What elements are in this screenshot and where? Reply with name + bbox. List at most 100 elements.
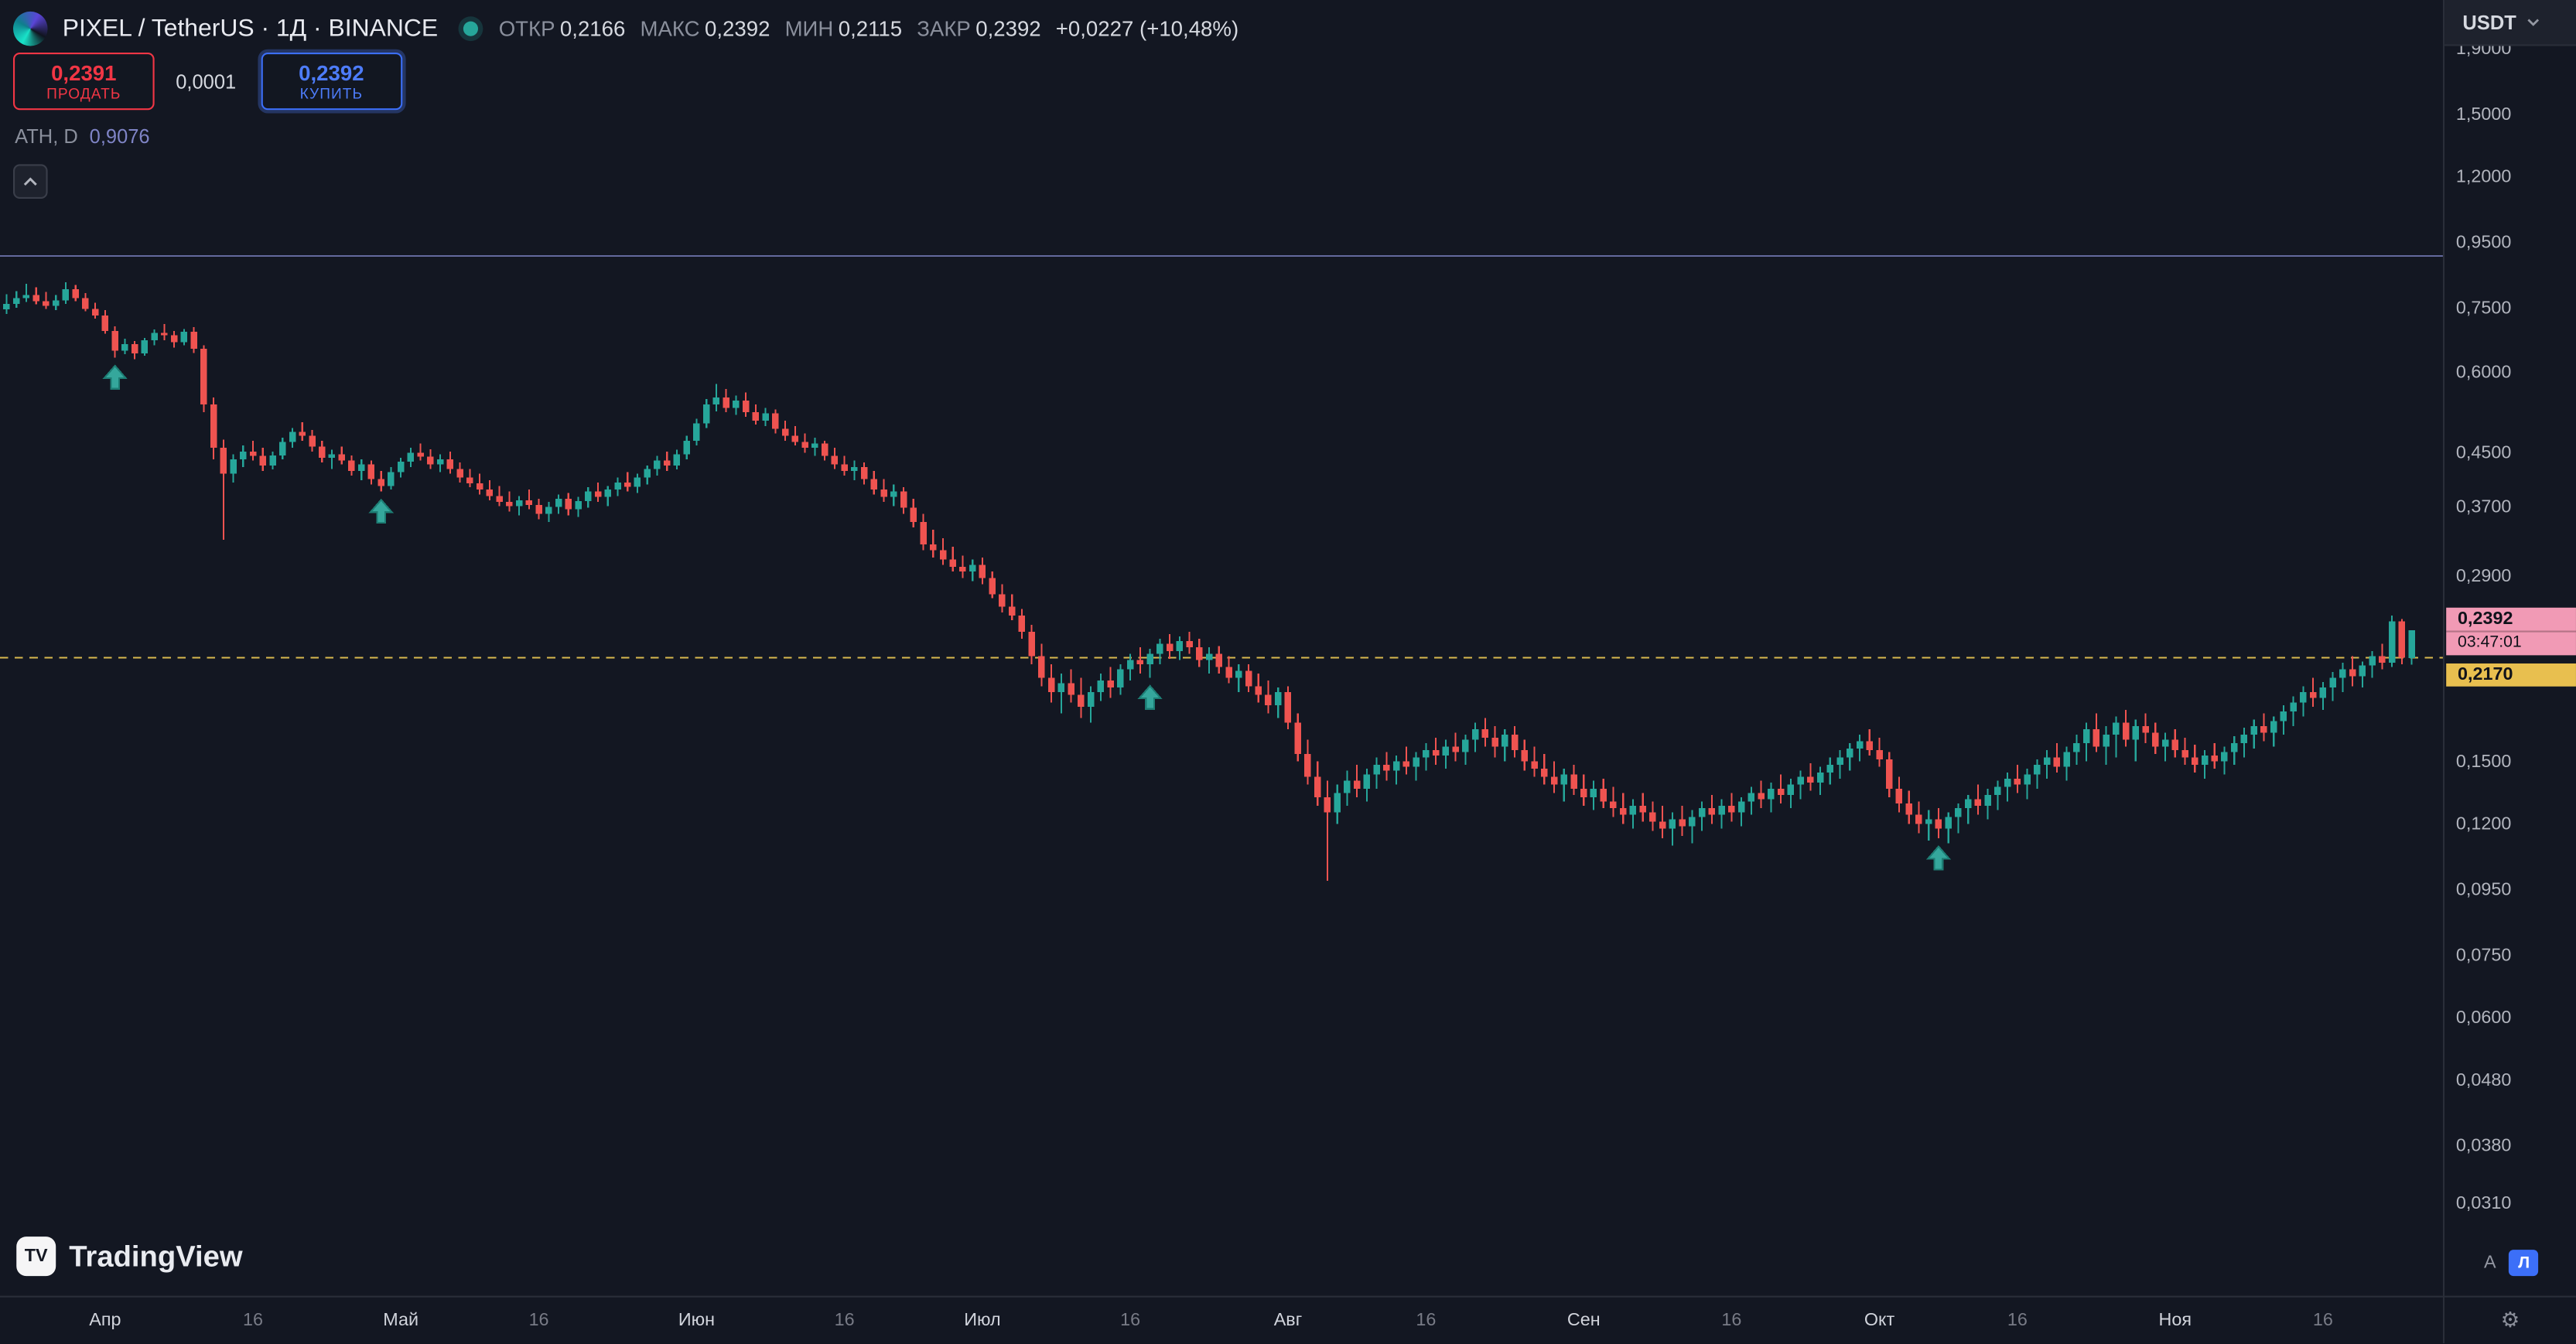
- price-tick-label: 0,6000: [2455, 362, 2512, 382]
- candle-body: [723, 397, 729, 408]
- close-value: 0,2392: [975, 15, 1041, 41]
- candle-body: [427, 456, 434, 465]
- axis-settings-gear-icon[interactable]: ⚙: [2500, 1307, 2520, 1332]
- market-status-icon[interactable]: [462, 20, 478, 36]
- candle-body: [2250, 725, 2257, 735]
- candle-body: [190, 331, 197, 350]
- candle-body: [1580, 788, 1587, 797]
- currency-unit-toggle[interactable]: USDT: [2444, 0, 2576, 46]
- price-axis[interactable]: 1,9000 1,5000 1,2000 0,9500 0,7500 0,6000 0,45…: [2442, 0, 2576, 1298]
- candle-body: [1047, 677, 1055, 692]
- candle-body: [2319, 687, 2327, 698]
- chevron-down-icon: [2526, 19, 2539, 26]
- candle-body: [2181, 750, 2188, 758]
- auto-scale-button[interactable]: А: [2484, 1253, 2496, 1273]
- candle-body: [634, 477, 641, 487]
- ohlc-values: ОТКР 0,2166 МАКС 0,2392 МИН 0,2115 ЗАКР …: [499, 15, 1254, 40]
- candle-body: [1057, 683, 1065, 692]
- candle-body: [32, 295, 39, 302]
- candle-body: [1876, 750, 1883, 759]
- currency-label: USDT: [2462, 10, 2516, 34]
- buy-signal-arrow-icon[interactable]: [1925, 844, 1952, 871]
- candle-body: [476, 483, 483, 490]
- candle-body: [2093, 729, 2100, 747]
- candle-body: [1984, 795, 1991, 806]
- candle-body: [2043, 757, 2051, 766]
- candlestick-chart[interactable]: [0, 0, 2445, 1298]
- buy-button[interactable]: 0,2392 КУПИТЬ: [261, 52, 402, 111]
- candle-body: [545, 507, 552, 514]
- candle-body: [2113, 722, 2120, 735]
- candle-body: [1205, 653, 1213, 660]
- candle-body: [772, 413, 779, 429]
- candle-body: [1294, 722, 1301, 754]
- buy-signal-arrow-icon[interactable]: [1137, 684, 1163, 710]
- candle-body: [1550, 776, 1558, 785]
- candle-body: [1807, 776, 1814, 783]
- candle-body: [555, 499, 562, 507]
- candle-body: [1383, 765, 1390, 771]
- time-tick-label: Окт: [1864, 1310, 1895, 1331]
- symbol-title[interactable]: PIXEL / TetherUS · 1Д · BINANCE: [62, 14, 439, 43]
- candle-body: [2369, 656, 2376, 666]
- candle-body: [72, 289, 79, 298]
- candle-body: [1166, 643, 1174, 652]
- candle-body: [210, 404, 217, 449]
- log-scale-button[interactable]: Л: [2509, 1250, 2539, 1277]
- candle-body: [1531, 761, 1538, 769]
- sell-label: ПРОДАТЬ: [46, 85, 121, 102]
- candle-body: [1590, 788, 1597, 797]
- tradingview-logo-text: TradingView: [69, 1239, 243, 1272]
- candle-body: [1284, 691, 1292, 723]
- candle-body: [515, 500, 523, 507]
- candle-body: [2221, 752, 2228, 762]
- candle-body: [575, 500, 582, 510]
- candle-body: [791, 435, 799, 442]
- candle-body: [1994, 786, 2001, 796]
- candle-body: [1146, 653, 1153, 664]
- price-tick-label: 0,0310: [2455, 1193, 2512, 1214]
- candle-body: [378, 479, 384, 486]
- price-tick-label: 0,9500: [2455, 233, 2512, 254]
- time-tick-label: 16: [528, 1310, 549, 1331]
- candle-body: [900, 491, 907, 508]
- candle-body: [328, 454, 336, 459]
- candle-body: [367, 464, 375, 479]
- price-tick-label: 1,5000: [2455, 104, 2512, 125]
- candle-body: [2339, 669, 2346, 678]
- candle-body: [259, 455, 267, 466]
- price-tick-label: 0,0480: [2455, 1071, 2512, 1091]
- candle-body: [1225, 667, 1232, 678]
- candle-body: [1304, 753, 1311, 777]
- candle-body: [388, 472, 395, 486]
- time-axis[interactable]: Апр 16 Май 16 Июн 16 Июл 16 Авг 16 Сен 16 Окт 16 Ноя 16: [0, 1295, 2445, 1344]
- candle-body: [407, 452, 415, 462]
- candle-body: [949, 559, 956, 567]
- candle-body: [1768, 788, 1775, 800]
- trade-panel: 0,2391 ПРОДАТЬ 0,0001 0,2392 КУПИТЬ: [12, 52, 402, 111]
- candle-body: [2398, 621, 2406, 658]
- chart-pane[interactable]: TV TradingView PIXEL / TetherUS · 1Д · B…: [0, 0, 2445, 1298]
- collapse-legend-button[interactable]: [12, 164, 48, 199]
- close-label: ЗАКР: [917, 15, 971, 41]
- sell-button[interactable]: 0,2391 ПРОДАТЬ: [12, 52, 155, 111]
- candle-body: [1028, 631, 1035, 657]
- candle-body: [1915, 814, 1922, 824]
- candle-body: [2132, 725, 2140, 740]
- candle-body: [318, 446, 326, 459]
- candle-body: [1836, 757, 1843, 766]
- candle-body: [1245, 670, 1252, 687]
- candle-body: [151, 333, 158, 341]
- candle-body: [2063, 752, 2070, 767]
- buy-signal-arrow-icon[interactable]: [368, 498, 394, 524]
- price-tick-label: 0,4500: [2455, 442, 2512, 463]
- indicator-legend[interactable]: ATH, D 0,9076: [15, 125, 149, 148]
- candle-body: [890, 491, 897, 497]
- buy-signal-arrow-icon[interactable]: [102, 364, 128, 390]
- candle-body: [2260, 725, 2267, 733]
- open-value: 0,2166: [559, 15, 626, 41]
- candle-body: [12, 298, 20, 305]
- candle-body: [1659, 821, 1666, 829]
- candle-body: [811, 443, 818, 449]
